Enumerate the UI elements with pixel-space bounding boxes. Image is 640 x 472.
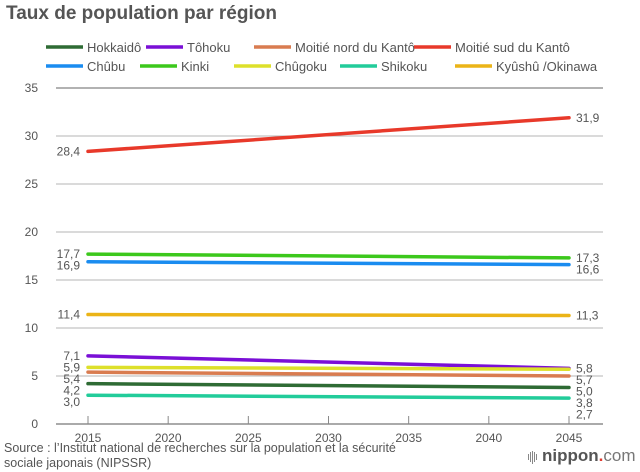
end-value-label: 5,8 xyxy=(576,361,593,375)
x-tick-label: 2030 xyxy=(315,431,342,445)
start-value-label: 4,2 xyxy=(63,383,80,397)
x-tick-label: 2040 xyxy=(475,431,502,445)
x-tick-label: 2045 xyxy=(556,431,583,445)
legend-label: Tôhoku xyxy=(187,40,230,55)
source-line-1: Source : l’Institut national de recherch… xyxy=(4,441,396,455)
start-value-label: 5,9 xyxy=(63,360,80,374)
y-tick-label: 5 xyxy=(31,369,38,383)
y-tick-label: 25 xyxy=(25,177,39,191)
y-tick-label: 10 xyxy=(25,321,39,335)
series-line xyxy=(86,365,571,372)
logo-com: com xyxy=(603,446,636,465)
legend-item: Kyûshû /Okinawa xyxy=(455,59,598,74)
legend-label: Moitié nord du Kantô xyxy=(295,40,415,55)
y-tick-label: 0 xyxy=(31,417,38,431)
start-value-label: 16,9 xyxy=(57,259,81,273)
y-axis: 0 5 10 15 20 25 30 35 xyxy=(25,81,39,431)
legend-label: Kyûshû /Okinawa xyxy=(496,59,598,74)
series-line xyxy=(86,393,571,400)
source-line-2: sociale japonais (NIPSSR) xyxy=(4,456,152,470)
source-note: Source : l’Institut national de recherch… xyxy=(4,441,444,471)
legend-item: Chûgoku xyxy=(234,59,327,74)
start-value-label: 28,4 xyxy=(57,144,81,158)
legend-item: Moitié nord du Kantô xyxy=(254,40,415,55)
data-labels: 28,417,716,911,47,15,95,44,23,031,917,31… xyxy=(57,111,600,422)
legend-label: Hokkaidô xyxy=(87,40,141,55)
series-lines xyxy=(86,116,571,400)
y-tick-label: 35 xyxy=(25,81,39,95)
end-value-label: 3,8 xyxy=(576,396,593,410)
x-tick-label: 2020 xyxy=(155,431,182,445)
end-value-label: 2,7 xyxy=(576,407,593,421)
legend-label: Kinki xyxy=(181,59,209,74)
legend-item: Moitié sud du Kantô xyxy=(414,40,570,55)
legend: Hokkaidô Tôhoku Moitié nord du Kantô Moitié… xyxy=(46,40,598,74)
x-axis: 2015 2020 2025 2030 2035 2040 2045 xyxy=(75,416,583,445)
legend-item: Chûbu xyxy=(46,59,125,74)
legend-label: Chûbu xyxy=(87,59,125,74)
legend-item: Shikoku xyxy=(340,59,427,74)
series-line xyxy=(86,312,571,318)
series-line xyxy=(86,116,571,154)
end-value-label: 17,3 xyxy=(576,251,600,265)
legend-label: Chûgoku xyxy=(275,59,327,74)
series-line xyxy=(86,252,571,260)
legend-label: Shikoku xyxy=(381,59,427,74)
series-line xyxy=(86,370,571,378)
start-value-label: 5,4 xyxy=(63,372,80,386)
x-tick-label: 2015 xyxy=(75,431,102,445)
chart-title: Taux de population par région xyxy=(6,3,277,24)
start-value-label: 17,7 xyxy=(57,247,81,261)
legend-item: Tôhoku xyxy=(146,40,230,55)
x-tick-label: 2035 xyxy=(395,431,422,445)
start-value-label: 7,1 xyxy=(63,349,80,363)
legend-label: Moitié sud du Kantô xyxy=(455,40,570,55)
logo-bars-icon xyxy=(528,447,538,467)
start-value-label: 3,0 xyxy=(63,395,80,409)
end-value-label: 5,7 xyxy=(576,373,593,387)
end-value-label: 11,3 xyxy=(576,309,599,323)
y-tick-label: 30 xyxy=(25,129,39,143)
series-line xyxy=(86,260,571,267)
end-value-label: 31,9 xyxy=(576,111,600,125)
series-line xyxy=(86,381,571,390)
nippon-logo: nippon.com xyxy=(528,446,636,467)
legend-item: Kinki xyxy=(140,59,209,74)
start-value-label: 11,4 xyxy=(58,308,81,322)
legend-item: Hokkaidô xyxy=(46,40,141,55)
series-line xyxy=(86,354,571,371)
x-tick-label: 2025 xyxy=(235,431,262,445)
end-value-label: 5,0 xyxy=(576,384,593,398)
logo-nippon: nippon xyxy=(542,446,599,465)
y-tick-label: 15 xyxy=(25,273,39,287)
end-value-label: 16,6 xyxy=(576,262,600,276)
y-tick-label: 20 xyxy=(25,225,39,239)
logo-dot: . xyxy=(598,446,604,465)
